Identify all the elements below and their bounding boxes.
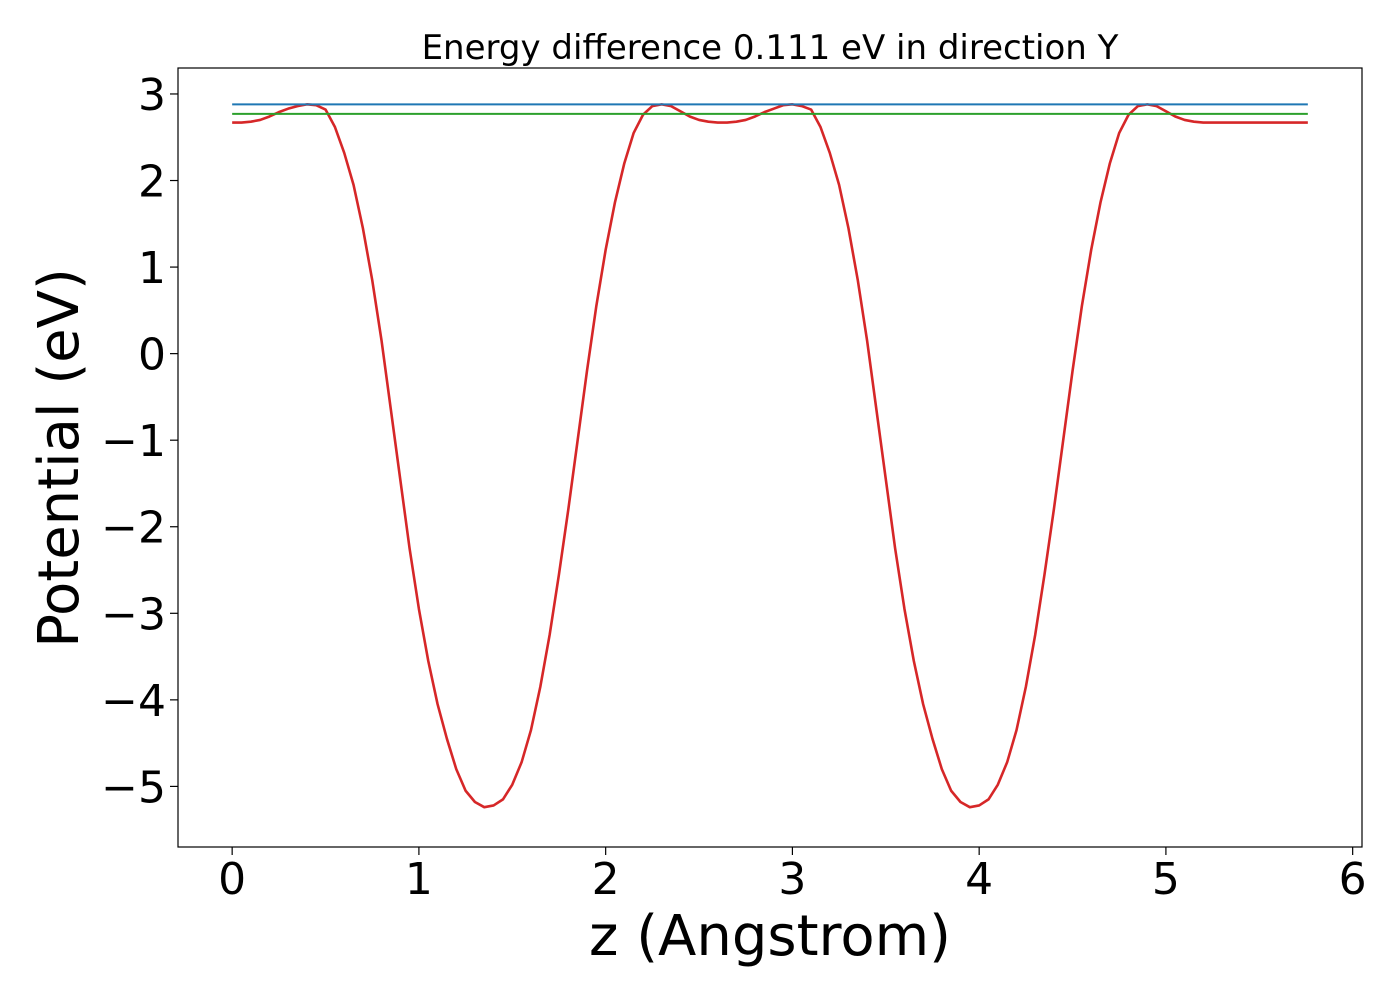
y-tick-label: 2 bbox=[138, 157, 166, 208]
x-tick-label: 4 bbox=[965, 854, 993, 905]
x-axis-label: z (Angstrom) bbox=[589, 904, 951, 969]
x-axis-ticks: 0 1 2 3 4 5 6 bbox=[218, 847, 1367, 905]
x-tick-label: 1 bbox=[405, 854, 433, 905]
x-tick-label: 5 bbox=[1152, 854, 1180, 905]
y-tick-label: 1 bbox=[138, 243, 166, 294]
y-tick-label: −3 bbox=[101, 589, 166, 640]
plot-frame bbox=[177, 67, 1363, 848]
y-tick-label: −4 bbox=[101, 676, 166, 727]
series-group bbox=[232, 103, 1308, 809]
x-tick-label: 2 bbox=[592, 854, 620, 905]
y-tick-label: −5 bbox=[101, 762, 166, 813]
y-tick-label: 0 bbox=[138, 330, 166, 381]
x-tick-label: 0 bbox=[218, 854, 246, 905]
chart-title: Energy difference 0.111 eV in direction … bbox=[422, 28, 1119, 68]
y-tick-label: −2 bbox=[101, 503, 166, 554]
y-axis-label: Potential (eV) bbox=[27, 268, 92, 648]
series-potential-line bbox=[232, 103, 1308, 809]
y-axis-ticks: 3 2 1 0 −1 −2 −3 −4 −5 bbox=[101, 70, 178, 813]
y-tick-label: −1 bbox=[101, 416, 166, 467]
x-tick-label: 3 bbox=[778, 854, 806, 905]
y-tick-label: 3 bbox=[138, 70, 166, 121]
x-tick-label: 6 bbox=[1339, 854, 1367, 905]
